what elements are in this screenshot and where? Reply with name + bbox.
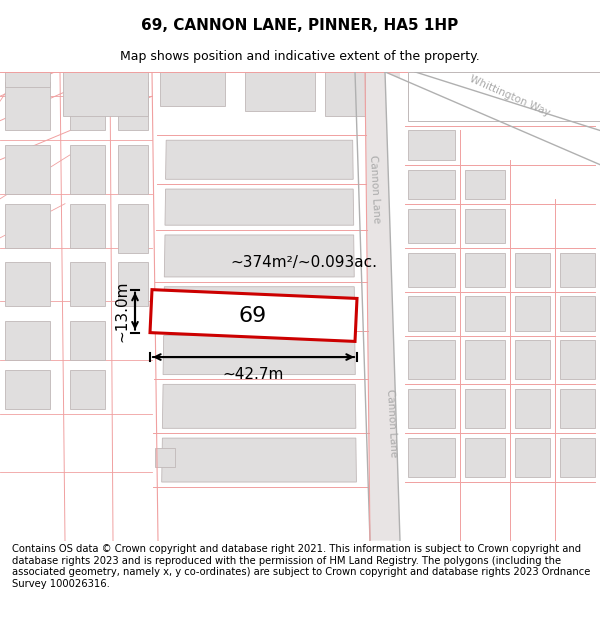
Polygon shape [560, 389, 595, 428]
Polygon shape [408, 389, 455, 428]
Polygon shape [152, 72, 370, 541]
Text: ~13.0m: ~13.0m [115, 281, 130, 342]
Polygon shape [465, 169, 505, 199]
Polygon shape [515, 438, 550, 477]
Polygon shape [163, 384, 356, 428]
Polygon shape [465, 209, 505, 242]
Polygon shape [164, 235, 354, 277]
Polygon shape [355, 72, 400, 541]
Polygon shape [0, 72, 158, 541]
Polygon shape [408, 253, 455, 287]
Polygon shape [118, 204, 148, 252]
Polygon shape [5, 370, 50, 409]
Polygon shape [465, 253, 505, 287]
Polygon shape [70, 82, 105, 131]
Polygon shape [70, 204, 105, 248]
Polygon shape [70, 262, 105, 306]
Polygon shape [5, 72, 50, 86]
Polygon shape [245, 72, 315, 111]
Polygon shape [400, 72, 600, 541]
Polygon shape [465, 438, 505, 477]
Polygon shape [560, 253, 595, 287]
Polygon shape [155, 448, 175, 468]
Text: ~374m²/~0.093ac.: ~374m²/~0.093ac. [230, 255, 377, 270]
Polygon shape [164, 287, 355, 326]
Text: Cannon Lane: Cannon Lane [385, 389, 399, 458]
Polygon shape [408, 438, 455, 477]
Polygon shape [408, 72, 600, 121]
Polygon shape [150, 289, 357, 341]
Polygon shape [5, 321, 50, 360]
Polygon shape [70, 145, 105, 194]
Polygon shape [5, 82, 50, 131]
Polygon shape [405, 72, 600, 541]
Polygon shape [515, 389, 550, 428]
Polygon shape [515, 341, 550, 379]
Polygon shape [465, 296, 505, 331]
Polygon shape [118, 262, 148, 306]
Polygon shape [385, 72, 600, 164]
Polygon shape [118, 145, 148, 194]
Polygon shape [515, 296, 550, 331]
Polygon shape [515, 253, 550, 287]
Text: Whittington Way: Whittington Way [468, 74, 552, 118]
Text: 69, CANNON LANE, PINNER, HA5 1HP: 69, CANNON LANE, PINNER, HA5 1HP [142, 18, 458, 33]
Polygon shape [70, 370, 105, 409]
Text: Contains OS data © Crown copyright and database right 2021. This information is : Contains OS data © Crown copyright and d… [12, 544, 590, 589]
Polygon shape [160, 72, 225, 106]
Text: 69: 69 [239, 306, 267, 326]
Polygon shape [560, 296, 595, 331]
Polygon shape [5, 204, 50, 248]
Polygon shape [408, 341, 455, 379]
Text: Map shows position and indicative extent of the property.: Map shows position and indicative extent… [120, 50, 480, 63]
Polygon shape [420, 72, 490, 121]
Polygon shape [408, 296, 455, 331]
Text: Cannon Lane: Cannon Lane [368, 154, 382, 224]
Polygon shape [166, 140, 353, 179]
Polygon shape [465, 389, 505, 428]
Polygon shape [161, 438, 356, 482]
Polygon shape [165, 189, 353, 225]
Polygon shape [5, 262, 50, 306]
Polygon shape [408, 169, 455, 199]
Polygon shape [325, 72, 365, 116]
Polygon shape [5, 145, 50, 194]
Polygon shape [560, 341, 595, 379]
Polygon shape [465, 341, 505, 379]
Polygon shape [70, 321, 105, 360]
Polygon shape [408, 131, 455, 160]
Polygon shape [63, 72, 148, 116]
Text: ~42.7m: ~42.7m [223, 367, 284, 382]
Polygon shape [408, 209, 455, 242]
Polygon shape [163, 336, 355, 374]
Polygon shape [118, 82, 148, 131]
Polygon shape [560, 438, 595, 477]
